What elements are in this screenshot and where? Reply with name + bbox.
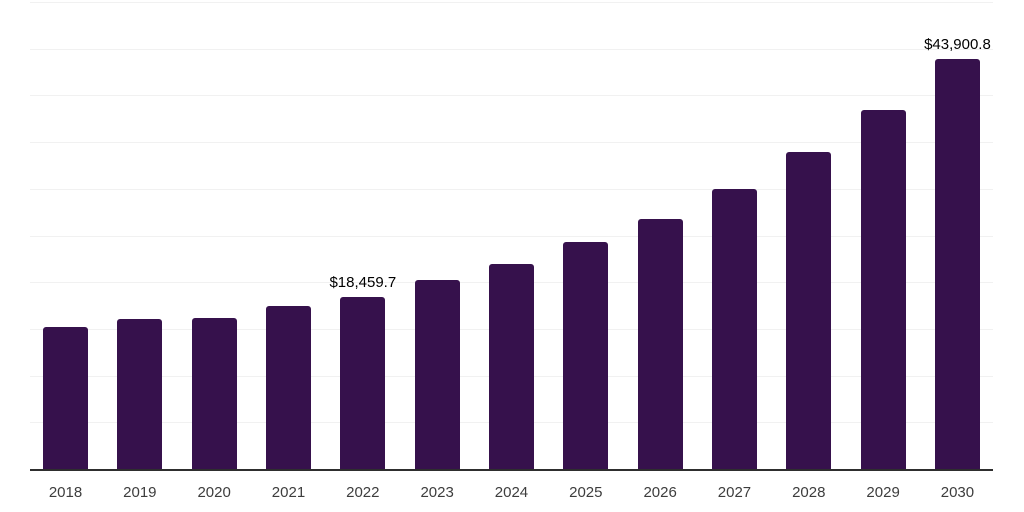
bar-column-2029 [860,2,906,469]
x-axis-label-2025: 2025 [569,484,603,501]
plot-area: $18,459.7 $43,900.8 [30,2,993,471]
bar-column-2021 [265,2,311,469]
x-axis-label-2027: 2027 [717,484,752,501]
gridline [30,188,993,190]
bar-2019 [117,319,163,469]
gridline [30,2,993,3]
bar-2027 [711,188,757,469]
bar-column-2026 [637,2,683,469]
x-axis: 2018 2019 2020 2021 2022 2023 2024 2025 2026 2027… [30,484,993,501]
bar-column-2020 [191,2,237,469]
bar-2029 [860,110,906,469]
bar-value-label: $18,459.7 [329,273,397,291]
x-axis-label-2021: 2021 [271,484,306,501]
bar-value-label: $43,900.8 [924,35,991,53]
bar-column-2024 [488,2,534,469]
x-axis-label-2023: 2023 [420,484,454,501]
bar-column-2028 [786,2,832,469]
bar-2021 [265,306,311,469]
bar-2020 [191,318,237,469]
bar-2028 [786,152,832,469]
bar-2030 [934,58,980,469]
gridline [30,142,993,144]
x-axis-label-2019: 2019 [123,484,157,501]
gridline [30,235,993,237]
x-axis-label-2024: 2024 [494,484,529,501]
bar-column-2022: $18,459.7 [329,2,396,469]
bar-2025 [563,241,609,469]
x-axis-label-2018: 2018 [48,484,83,501]
bar-2024 [488,264,534,469]
x-axis-label-2026: 2026 [643,484,677,501]
bar-column-2023 [414,2,460,469]
bar-2022 [340,296,386,469]
bar-column-2018 [43,2,88,469]
x-axis-label-2029: 2029 [866,484,900,501]
bar-column-2025 [563,2,609,469]
bar-column-2027 [711,2,757,469]
x-axis-label-2030: 2030 [940,484,975,501]
bar-2018 [43,327,88,469]
gridline [30,48,993,50]
bars-container: $18,459.7 $43,900.8 [30,2,993,469]
x-axis-label-2020: 2020 [197,484,231,501]
bar-column-2030: $43,900.8 [924,2,991,469]
bar-2026 [637,218,683,469]
bar-column-2019 [117,2,163,469]
x-axis-label-2028: 2028 [792,484,826,501]
x-axis-label-2022: 2022 [346,484,380,501]
bar-2023 [414,280,460,469]
gridline [30,95,993,97]
